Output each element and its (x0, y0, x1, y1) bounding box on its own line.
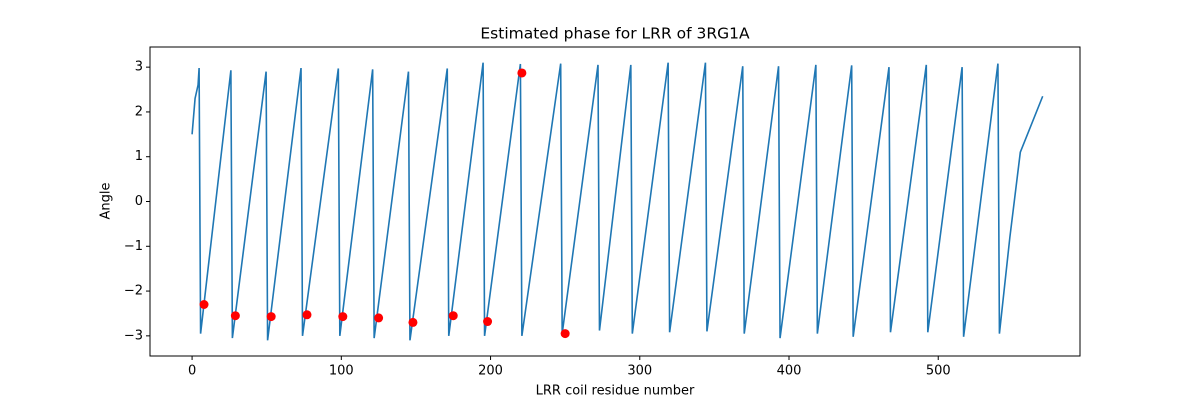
point (199, 300, 209, 309)
x-tick-label: 200 (478, 364, 503, 379)
point (302, 310, 312, 320)
line (191, 62, 1044, 341)
chart-title: Estimated phase for LRR of 3RG1A (480, 25, 750, 43)
point (408, 317, 418, 327)
y-tick-label: −1 (124, 239, 143, 254)
point (338, 312, 348, 322)
point (560, 329, 570, 339)
x-tick-label: 400 (777, 364, 802, 379)
y-axis-label: Angle (99, 183, 114, 220)
point (448, 311, 458, 321)
x-tick-label: 0 (188, 364, 196, 379)
point (374, 313, 384, 323)
y-tick-label: 0 (135, 194, 143, 209)
y-tick-label: 1 (135, 149, 143, 164)
y-tick-label: 2 (135, 104, 143, 119)
x-axis-label: LRR coil residue number (536, 384, 695, 399)
x-tick-label: 300 (627, 364, 652, 379)
y-tick-label: 3 (135, 60, 143, 75)
point (230, 311, 240, 321)
x-tick-label: 100 (329, 364, 354, 379)
point (517, 68, 527, 78)
y-tick-label: −2 (124, 284, 143, 299)
y-tick-label: −3 (124, 328, 143, 343)
point (483, 317, 493, 327)
point (266, 312, 276, 322)
plot-frame (149, 46, 1081, 357)
x-tick-label: 500 (926, 364, 951, 379)
